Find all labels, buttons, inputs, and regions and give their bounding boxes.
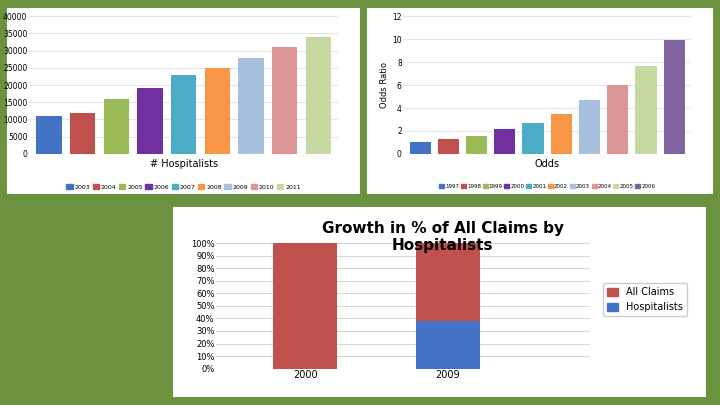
Bar (305, 37, 330, 154)
X-axis label: Odds: Odds (535, 160, 559, 169)
Legend: All Claims, Hospitalists: All Claims, Hospitalists (603, 284, 687, 316)
Bar (37, 116, 62, 154)
Bar (104, 99, 129, 154)
Bar (204, 68, 230, 154)
Bar (415, 243, 480, 369)
Bar (494, 129, 516, 154)
Bar (607, 85, 629, 154)
Bar (238, 58, 264, 154)
Bar (664, 40, 685, 154)
Bar (466, 136, 487, 154)
Bar (171, 75, 197, 154)
Legend: 2003, 2004, 2005, 2006, 2007, 2008, 2009, 2010, 2011: 2003, 2004, 2005, 2006, 2007, 2008, 2009… (64, 182, 303, 192)
Bar (551, 114, 572, 154)
Bar (70, 113, 95, 154)
Text: Growth in % of All Claims by
Hospitalists: Growth in % of All Claims by Hospitalist… (322, 221, 564, 253)
Bar (138, 89, 163, 154)
X-axis label: # Hospitalists: # Hospitalists (150, 160, 217, 169)
Legend: 1997, 1998, 1999, 2000, 2001, 2002, 2003, 2004, 2005, 2006: 1997, 1998, 1999, 2000, 2001, 2002, 2003… (437, 181, 657, 191)
Bar (636, 66, 657, 154)
Bar (579, 100, 600, 154)
Bar (273, 243, 337, 369)
Bar (438, 139, 459, 154)
Bar (272, 47, 297, 154)
Bar (523, 123, 544, 154)
Y-axis label: Odds Ratio: Odds Ratio (380, 62, 390, 108)
Bar (410, 143, 431, 154)
Bar (415, 321, 480, 369)
